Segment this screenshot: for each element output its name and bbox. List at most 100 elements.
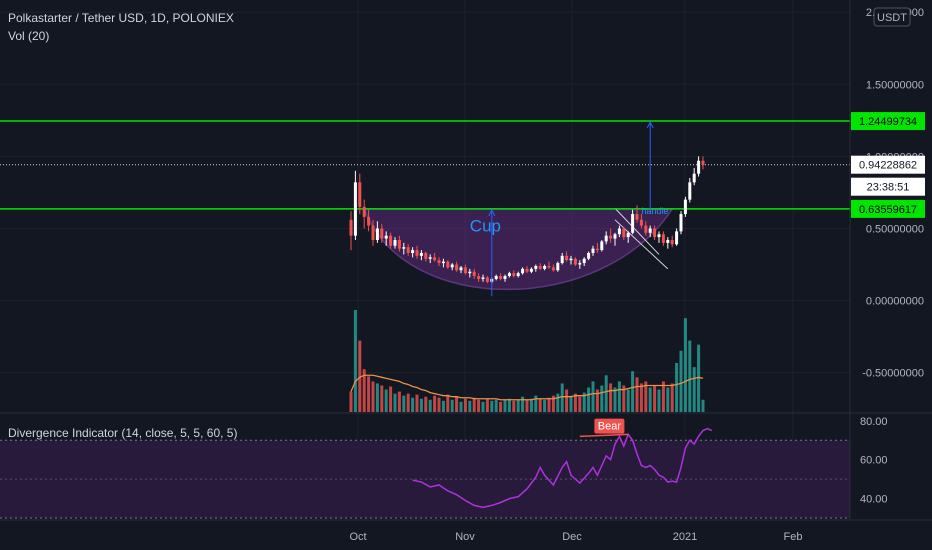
time-tick-label: Dec	[562, 531, 582, 543]
volume-bar-0	[349, 391, 353, 412]
bear-divergence-marker: Bear	[594, 418, 625, 434]
volume-bar-24	[455, 396, 459, 412]
rsi-tick-label: 60.00	[860, 455, 888, 467]
candle-body-7	[380, 228, 384, 239]
rsi-tick-label: 80.00	[860, 416, 888, 428]
volume-indicator-label[interactable]: Vol (20)	[8, 29, 49, 43]
volume-bar-17	[424, 396, 428, 412]
volume-bar-62	[622, 385, 626, 412]
volume-bar-45	[547, 397, 551, 412]
horizontal-levels	[0, 120, 850, 210]
volume-bar-56	[595, 389, 599, 412]
candle-body-35	[503, 276, 507, 279]
candle-body-21	[441, 261, 445, 264]
volume-bar-53	[582, 392, 586, 412]
price-tick-label: 1.50000000	[866, 79, 924, 91]
volume-bar-2	[358, 340, 362, 412]
candle-body-59	[609, 235, 613, 239]
candle-body-70	[657, 234, 661, 238]
volume-bar-21	[441, 400, 445, 412]
volume-bar-20	[437, 397, 441, 412]
volume-bar-68	[648, 387, 652, 412]
volume-bar-77	[688, 340, 692, 412]
volume-bar-34	[499, 401, 503, 412]
volume-bar-41	[529, 398, 533, 412]
volume-bar-4	[367, 376, 371, 412]
price-tick-label: -0.50000000	[862, 368, 924, 380]
candle-body-55	[591, 248, 595, 253]
candle-body-42	[534, 265, 538, 269]
candle-body-0	[349, 219, 353, 236]
candle-body-39	[521, 268, 525, 274]
candle-body-71	[661, 234, 665, 243]
candle-body-46	[551, 267, 555, 271]
cup-arrow-head	[488, 208, 496, 217]
volume-bar-40	[525, 399, 529, 412]
volume-bar-78	[692, 367, 696, 412]
divergence-indicator-label[interactable]: Divergence Indicator (14, close, 5, 5, 6…	[8, 426, 237, 440]
price-axis-panel	[850, 0, 932, 550]
volume-bar-33	[494, 399, 498, 412]
volume-bar-37	[512, 400, 516, 412]
candle-body-44	[543, 265, 547, 269]
volume-bar-66	[639, 383, 643, 412]
volume-bar-35	[503, 399, 507, 412]
candles	[349, 156, 705, 284]
grid-lines	[0, 0, 850, 520]
candle-body-49	[565, 255, 569, 261]
candle-body-56	[595, 248, 599, 251]
candle-body-29	[477, 276, 481, 279]
volume-bar-25	[459, 401, 463, 412]
candle-body-73	[670, 239, 674, 245]
candle-body-75	[679, 214, 683, 232]
time-tick-label: Nov	[455, 531, 475, 543]
volume-bar-59	[609, 383, 613, 412]
candle-body-12	[402, 247, 406, 249]
volume-bar-7	[380, 385, 384, 412]
price-label-box	[851, 155, 925, 174]
volume-bar-5	[371, 381, 375, 412]
candle-body-33	[494, 276, 498, 279]
price-labels: 1.24499734 0.94228862 23:38:51 0.63559617	[851, 112, 925, 218]
candle-body-6	[375, 228, 379, 240]
candle-body-41	[529, 268, 533, 272]
candle-body-10	[393, 239, 397, 246]
currency-badge[interactable]	[873, 7, 911, 27]
candle-body-53	[582, 258, 586, 264]
volume-bar-39	[521, 396, 525, 412]
candle-body-65	[635, 214, 639, 220]
volume-bar-9	[389, 386, 393, 412]
candle-body-45	[547, 265, 551, 268]
volume-bar-54	[587, 387, 591, 412]
price-label-text: 0.63559617	[859, 204, 917, 216]
volume-bar-76	[683, 318, 687, 412]
volume-bar-75	[679, 350, 683, 412]
volume-bar-8	[384, 389, 388, 412]
cup-label: Cup	[470, 216, 501, 235]
currency-label: USDT	[877, 12, 907, 24]
rsi-line	[412, 427, 713, 509]
rsi-band	[0, 439, 850, 519]
volume-bar-6	[375, 383, 379, 412]
candle-body-40	[525, 268, 529, 272]
volume-bar-50	[569, 395, 573, 412]
volume-bar-49	[565, 389, 569, 412]
bear-divergence-line	[579, 433, 629, 438]
candle-body-52	[578, 263, 582, 265]
candle-body-26	[463, 267, 467, 274]
time-tick-label: Oct	[349, 531, 366, 543]
bear-label-box	[594, 418, 625, 434]
candle-body-17	[424, 252, 428, 259]
volume-bar-65	[635, 377, 639, 412]
candle-body-43	[538, 265, 542, 269]
price-label-box	[851, 177, 925, 196]
price-tick-label: 0.50000000	[866, 223, 924, 235]
candle-body-68	[648, 228, 652, 233]
candle-body-14	[411, 250, 415, 253]
candle-body-37	[512, 273, 516, 277]
candle-body-61	[617, 228, 621, 235]
rsi-tick-label: 40.00	[860, 494, 888, 506]
volume-bar-61	[617, 381, 621, 412]
volume-bar-38	[516, 399, 520, 412]
volume-bar-29	[477, 399, 481, 412]
